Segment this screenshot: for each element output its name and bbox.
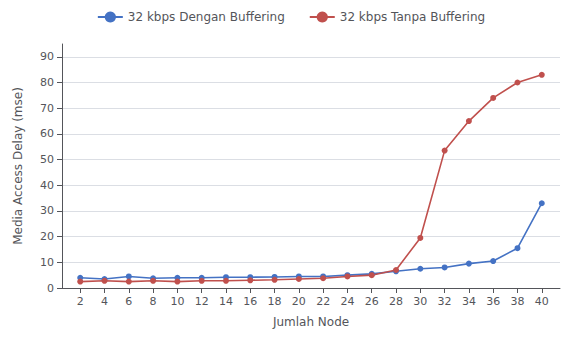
- svg-text:4: 4: [101, 295, 108, 308]
- svg-text:16: 16: [243, 295, 257, 308]
- svg-text:38: 38: [510, 295, 524, 308]
- svg-text:6: 6: [125, 295, 132, 308]
- svg-text:22: 22: [316, 295, 330, 308]
- svg-text:30: 30: [413, 295, 427, 308]
- svg-text:36: 36: [486, 295, 500, 308]
- svg-text:40: 40: [535, 295, 549, 308]
- svg-text:32 kbps Dengan Buffering: 32 kbps Dengan Buffering: [128, 10, 285, 24]
- svg-text:28: 28: [389, 295, 403, 308]
- svg-text:2: 2: [77, 295, 84, 308]
- svg-text:90: 90: [40, 50, 54, 63]
- svg-text:Media Access Delay (mse): Media Access Delay (mse): [11, 87, 25, 245]
- svg-text:18: 18: [268, 295, 282, 308]
- svg-text:32 kbps Tanpa Buffering: 32 kbps Tanpa Buffering: [340, 10, 485, 24]
- svg-text:10: 10: [40, 256, 54, 269]
- svg-text:20: 20: [292, 295, 306, 308]
- svg-text:30: 30: [40, 204, 54, 217]
- svg-text:20: 20: [40, 230, 54, 243]
- svg-text:32: 32: [438, 295, 452, 308]
- svg-text:24: 24: [340, 295, 354, 308]
- svg-text:70: 70: [40, 102, 54, 115]
- svg-text:40: 40: [40, 179, 54, 192]
- svg-text:14: 14: [219, 295, 233, 308]
- svg-text:50: 50: [40, 153, 54, 166]
- svg-text:Jumlah Node: Jumlah Node: [272, 315, 349, 329]
- svg-text:8: 8: [150, 295, 157, 308]
- svg-text:80: 80: [40, 76, 54, 89]
- svg-text:34: 34: [462, 295, 476, 308]
- svg-text:0: 0: [47, 282, 54, 295]
- svg-text:26: 26: [365, 295, 379, 308]
- svg-text:60: 60: [40, 127, 54, 140]
- svg-text:12: 12: [195, 295, 209, 308]
- svg-text:10: 10: [170, 295, 184, 308]
